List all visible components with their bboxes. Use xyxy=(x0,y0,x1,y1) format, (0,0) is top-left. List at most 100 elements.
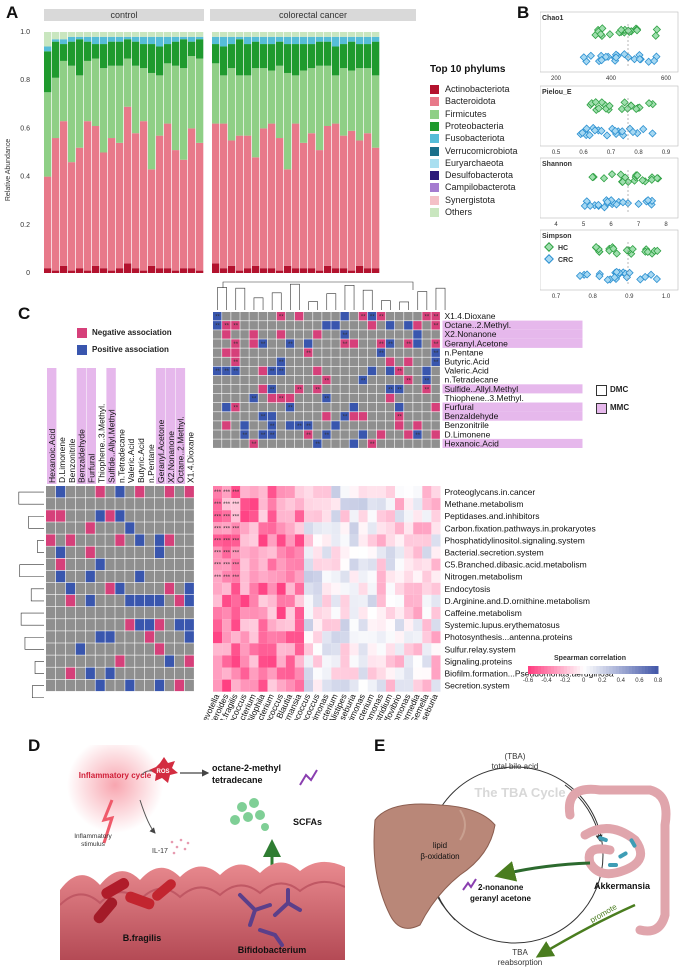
corr-cell xyxy=(240,655,250,668)
corr-cell xyxy=(358,619,368,632)
dendro-root xyxy=(222,281,414,290)
bar-segment-firmicutes xyxy=(220,75,228,124)
corr-cell xyxy=(231,546,241,559)
corr-cell xyxy=(313,594,323,607)
corr-cell xyxy=(358,570,368,583)
corr-cell xyxy=(322,486,332,499)
assoc-cell xyxy=(340,430,349,439)
metabolite-column-label: D.Limonene xyxy=(57,437,67,483)
bar-segment-firmicutes xyxy=(44,92,52,177)
diversity-tick: 400 xyxy=(606,76,617,82)
assoc-cell xyxy=(125,631,135,643)
assoc-cell xyxy=(267,384,277,394)
assoc-cell xyxy=(304,321,313,330)
assoc-cell xyxy=(240,330,249,339)
assoc-cell xyxy=(115,570,125,583)
assoc-cell xyxy=(105,679,115,692)
bar-segment-proteobacteria xyxy=(372,41,380,76)
crc-point xyxy=(601,52,610,61)
assoc-cell xyxy=(145,534,155,546)
bar-segment-bacteroidota xyxy=(284,169,292,266)
diversity-tick: 6 xyxy=(609,222,613,228)
sig-mark: *** xyxy=(232,575,240,581)
diversity-tick: 5 xyxy=(582,222,586,228)
corr-cell xyxy=(267,498,277,511)
sig-mark: ** xyxy=(397,415,402,421)
corr-cell xyxy=(304,619,314,632)
corr-cell xyxy=(267,486,277,499)
corr-cell xyxy=(322,582,332,595)
bar-segment-proteobacteria xyxy=(212,44,220,64)
diversity-frame xyxy=(540,157,679,219)
corr-cell xyxy=(267,582,277,595)
pathway-label: Endocytosis xyxy=(445,584,491,594)
corr-cell xyxy=(249,594,259,607)
metabolite-label: Butyric.Acid xyxy=(445,357,490,367)
corr-cell xyxy=(331,607,341,620)
diversity-tick: 0.7 xyxy=(552,294,561,300)
hc-point xyxy=(607,170,617,179)
sig-mark: *** xyxy=(214,514,222,520)
sig-mark: ** xyxy=(406,342,411,348)
phylum-swatch xyxy=(430,195,439,205)
dendro-branch xyxy=(24,636,44,650)
bar-segment-actinobacteriota xyxy=(332,268,340,273)
corr-cell xyxy=(313,546,323,559)
bar-segment-fusobacteriota xyxy=(188,36,196,42)
bar-segment-bacteroidota xyxy=(60,121,68,266)
dendro-branch xyxy=(253,297,264,310)
bar-segment-others xyxy=(124,32,132,37)
corr-cell xyxy=(258,534,268,547)
assoc-cell xyxy=(349,393,358,403)
pathway-metabolite-heatmap xyxy=(46,486,194,692)
assoc-cell xyxy=(276,312,286,321)
assoc-cell xyxy=(240,403,249,412)
metabolite-label: n.Pentane xyxy=(445,347,484,357)
sig-mark: ** xyxy=(324,433,329,439)
assoc-cell xyxy=(85,486,95,498)
assoc-cell xyxy=(249,312,258,321)
corr-cell xyxy=(304,570,314,583)
bar-segment-fusobacteriota xyxy=(164,36,172,45)
sig-mark: *** xyxy=(223,502,231,508)
corr-cell xyxy=(267,510,277,523)
assoc-cell xyxy=(285,366,295,376)
assoc-cell xyxy=(376,412,386,421)
assoc-cell xyxy=(395,421,404,430)
corr-cell xyxy=(395,522,405,535)
corr-cell xyxy=(376,534,386,547)
bar-segment-fusobacteriota xyxy=(340,36,348,45)
assoc-cell xyxy=(105,558,115,571)
assoc-cell xyxy=(267,393,277,403)
assoc-cell xyxy=(422,421,431,430)
assoc-cell xyxy=(276,439,286,448)
corr-cell xyxy=(331,558,341,571)
corr-cell xyxy=(240,510,250,523)
scale-tick: 0.4 xyxy=(617,678,626,684)
sig-mark: ** xyxy=(270,424,275,430)
corr-cell xyxy=(231,655,241,668)
corr-cell xyxy=(304,582,314,595)
corr-cell xyxy=(258,643,268,656)
corr-cell xyxy=(258,546,268,559)
corr-cell xyxy=(258,582,268,595)
crc-point xyxy=(595,272,604,281)
sig-mark: ** xyxy=(215,369,220,375)
corr-cell xyxy=(431,510,441,523)
corr-cell xyxy=(231,534,241,547)
phylum-swatch xyxy=(430,171,439,181)
bar-segment-firmicutes xyxy=(324,65,332,126)
corr-cell xyxy=(358,655,368,668)
assoc-cell xyxy=(75,619,85,631)
assoc-cell xyxy=(145,546,155,558)
corr-cell xyxy=(413,582,423,595)
corr-cell xyxy=(304,486,314,499)
corr-cell xyxy=(240,631,250,644)
sig-mark: ** xyxy=(270,387,275,393)
corr-cell xyxy=(276,643,286,656)
corr-cell xyxy=(322,631,332,644)
corr-cell xyxy=(431,546,441,559)
assoc-cell xyxy=(422,384,431,394)
corr-cell xyxy=(304,679,314,692)
metabolite-column-label: Octane..2.Methyl. xyxy=(176,416,186,483)
